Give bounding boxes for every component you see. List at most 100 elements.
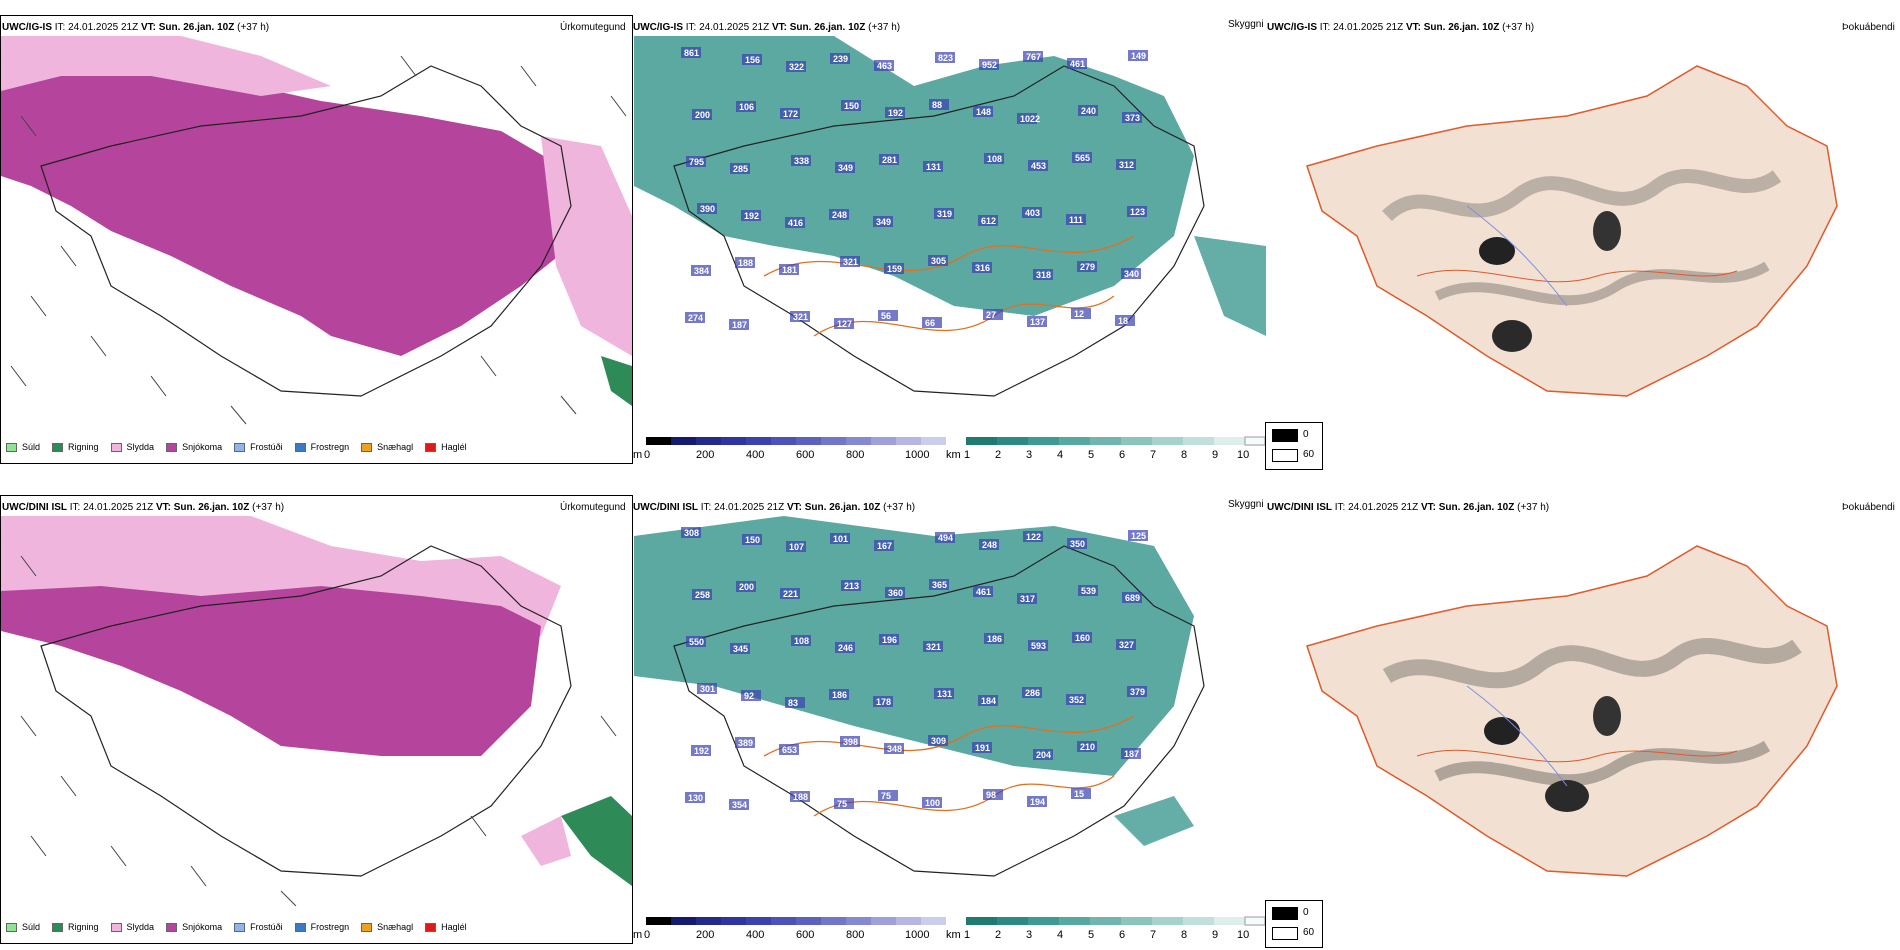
init-time: IT: 24.01.2025 21Z: [69, 502, 154, 513]
ceiling-label-bg: [1027, 316, 1047, 327]
ceiling-label-bg: [1071, 788, 1091, 799]
ceiling-label: 322: [789, 62, 804, 72]
ceiling-label: 130: [688, 793, 703, 803]
ceiling-label: 301: [700, 684, 715, 694]
cbar-segment: [896, 917, 921, 925]
ceiling-label-bg: [780, 108, 800, 119]
ceiling-label-bg: [840, 736, 860, 747]
ceiling-label: 286: [1025, 688, 1040, 698]
low-visibility-area: [1194, 236, 1266, 336]
ceiling-colorbar: [646, 437, 946, 445]
ceiling-label: 178: [876, 697, 891, 707]
cbar-tick: 200: [696, 929, 714, 941]
cbar-segment: [1059, 437, 1090, 445]
legend-label: Frostúði: [250, 922, 283, 932]
ceiling-label: 137: [1030, 317, 1045, 327]
ceiling-label-bg: [835, 162, 855, 173]
ceiling-label: 150: [844, 101, 859, 111]
cbar-segment: [646, 917, 671, 925]
cbar-segment: [796, 437, 821, 445]
legend-label: Súld: [22, 922, 41, 932]
fog-band: [1382, 638, 1802, 689]
ceiling-label-bg: [681, 47, 701, 58]
ceiling-label-bg: [934, 208, 954, 219]
cbar-tick: 0: [644, 929, 650, 941]
legend-item: Frostúði: [234, 922, 283, 932]
fog-band: [1434, 740, 1771, 787]
ceiling-label: 319: [937, 209, 952, 219]
cbar-segment: [746, 917, 771, 925]
ceiling-label: 767: [1026, 52, 1041, 62]
ceiling-label-bg: [685, 312, 705, 323]
ceiling-label: 191: [975, 743, 990, 753]
fog-indicator-map: [1306, 65, 1838, 397]
ceiling-label-bg: [984, 153, 1004, 164]
precip-type-map: [1, 516, 632, 911]
ceiling-label-bg: [790, 311, 810, 322]
cbar-segment: [1244, 436, 1265, 446]
cbar-tick: 6: [1119, 449, 1125, 461]
cbar-segment: [921, 437, 946, 445]
ceiling-label: 612: [981, 216, 996, 226]
ceiling-label-bg: [1127, 206, 1147, 217]
init-time: IT: 24.01.2025 21Z: [700, 502, 785, 513]
colorbars: m 0 200 400 600 800 1000 km 1 2 3 4 5 6 …: [633, 916, 1265, 941]
cbar-segment: [796, 917, 821, 925]
ceiling-label: 349: [838, 163, 853, 173]
legend-item: Snjókoma: [166, 442, 222, 452]
cbar-segment: [746, 437, 771, 445]
ceiling-label: 373: [1125, 113, 1140, 123]
ceiling-label-bg: [1027, 796, 1047, 807]
ceiling-label-bg: [972, 742, 992, 753]
ceiling-label-bg: [934, 688, 954, 699]
graupel-swatch: [361, 922, 373, 932]
fog-legend-label: 60: [1303, 927, 1315, 938]
ceiling-label-bg: [928, 255, 948, 266]
low-visibility-area: [634, 516, 1194, 776]
coastline: [40, 545, 572, 877]
wind-barbs: [20, 555, 617, 907]
ceiling-label: 312: [1119, 160, 1134, 170]
ceiling-label-bg: [1033, 269, 1053, 280]
ceiling-label: 550: [689, 637, 704, 647]
cbar-segment: [966, 437, 997, 445]
row2-precip-header: UWC/DINI ISL IT: 24.01.2025 21Z VT: Sun.…: [2, 502, 284, 514]
ceiling-label: 239: [833, 54, 848, 64]
ceiling-label-bg: [923, 641, 943, 652]
ceiling-label-bg: [879, 634, 899, 645]
ceiling-label-bg: [686, 636, 706, 647]
precip-type-title: Úrkomutegund: [560, 502, 626, 513]
legend-label: Snjókoma: [182, 922, 223, 932]
model-name: UWC/DINI ISL: [633, 502, 698, 513]
rain-swatch: [52, 922, 64, 932]
ceiling-label: 15: [1074, 789, 1084, 799]
ceiling-label-bg: [1072, 152, 1092, 163]
ceiling-label-bg: [1077, 741, 1097, 752]
ceiling-label-bg: [1017, 593, 1037, 604]
fog-legend: 0 60: [1265, 900, 1323, 948]
ceiling-label-bg: [730, 163, 750, 174]
cbar-segment: [1152, 437, 1183, 445]
ceiling-label: 321: [926, 642, 941, 652]
ceiling-label-bg: [1121, 748, 1141, 759]
ceiling-label: 365: [932, 580, 947, 590]
valid-label: VT:: [155, 502, 171, 513]
cbar-segment: [846, 437, 871, 445]
ceiling-label: 338: [794, 156, 809, 166]
ceiling-label-bg: [742, 534, 762, 545]
ceiling-label: 196: [882, 635, 897, 645]
ceiling-label: 100: [925, 798, 940, 808]
cbar-tick: 9: [1212, 449, 1218, 461]
sleet-area: [541, 136, 632, 356]
ceiling-label-bg: [785, 217, 805, 228]
ceiling-label: 379: [1130, 687, 1145, 697]
cbar-tick: 400: [746, 929, 764, 941]
ceiling-label: 246: [838, 643, 853, 653]
ceiling-label: 12: [1074, 309, 1084, 319]
ceiling-label: 192: [888, 108, 903, 118]
ceiling-label: 88: [932, 100, 942, 110]
valid-time: Sun. 26.jan. 10Z: [1438, 502, 1515, 513]
legend-label: Snjókoma: [182, 442, 223, 452]
ceiling-label-bg: [935, 532, 955, 543]
snow-area: [1, 586, 541, 756]
